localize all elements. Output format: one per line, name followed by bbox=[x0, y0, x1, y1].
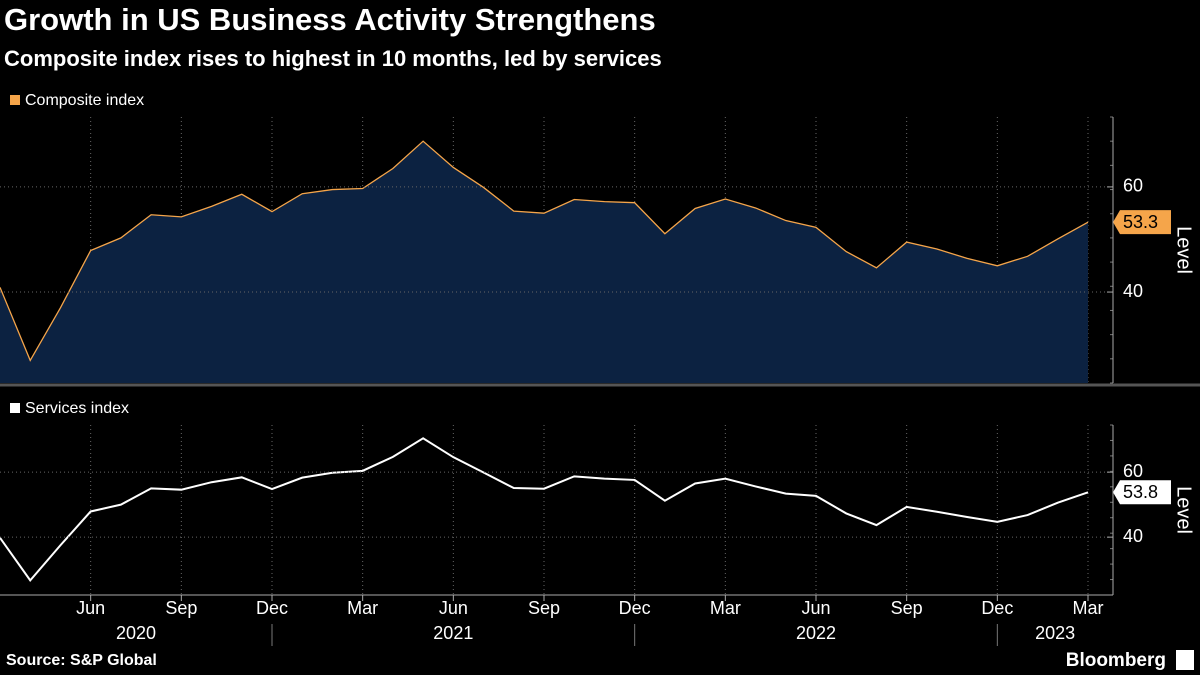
y-tick-label: 40 bbox=[1123, 281, 1143, 301]
y-tick-label: 60 bbox=[1123, 176, 1143, 196]
line bbox=[0, 140, 1089, 362]
y-tick-label: 60 bbox=[1123, 461, 1143, 481]
y-tick-label: 40 bbox=[1123, 526, 1143, 546]
x-tick-label: Mar bbox=[1073, 598, 1104, 618]
source: Source: S&P Global bbox=[6, 652, 157, 669]
value-badge bbox=[1113, 210, 1171, 235]
year-label: 2021 bbox=[433, 623, 473, 643]
x-tick-label: Jun bbox=[801, 598, 830, 618]
chart-title: Growth in US Business Activity Strengthe… bbox=[4, 2, 656, 37]
year-label: 2022 bbox=[796, 623, 836, 643]
brand: Bloomberg bbox=[1066, 650, 1166, 671]
value-label: 53.3 bbox=[1123, 212, 1158, 232]
value-label: 53.8 bbox=[1123, 482, 1158, 502]
year-label: 2020 bbox=[116, 623, 156, 643]
legend-swatch bbox=[10, 403, 20, 413]
x-tick-label: Jun bbox=[439, 598, 468, 618]
chart-subtitle: Composite index rises to highest in 10 m… bbox=[4, 46, 662, 71]
year-label: 2023 bbox=[1035, 623, 1075, 643]
brand-icon bbox=[1176, 650, 1194, 670]
x-tick-label: Sep bbox=[891, 598, 923, 618]
x-tick-label: Mar bbox=[347, 598, 378, 618]
x-tick-label: Dec bbox=[256, 598, 288, 618]
value-badge bbox=[1113, 480, 1171, 505]
legend-label: Services index bbox=[25, 400, 129, 417]
y-axis-label: Level bbox=[1173, 486, 1195, 534]
line bbox=[0, 437, 1089, 582]
x-tick-label: Jun bbox=[76, 598, 105, 618]
x-tick-label: Dec bbox=[981, 598, 1013, 618]
area bbox=[0, 141, 1088, 383]
x-tick-label: Sep bbox=[528, 598, 560, 618]
x-tick-label: Mar bbox=[710, 598, 741, 618]
legend-swatch bbox=[10, 95, 20, 105]
x-tick-label: Dec bbox=[619, 598, 651, 618]
legend-label: Composite index bbox=[25, 92, 144, 109]
x-tick-label: Sep bbox=[165, 598, 197, 618]
y-axis-label: Level bbox=[1173, 226, 1195, 274]
